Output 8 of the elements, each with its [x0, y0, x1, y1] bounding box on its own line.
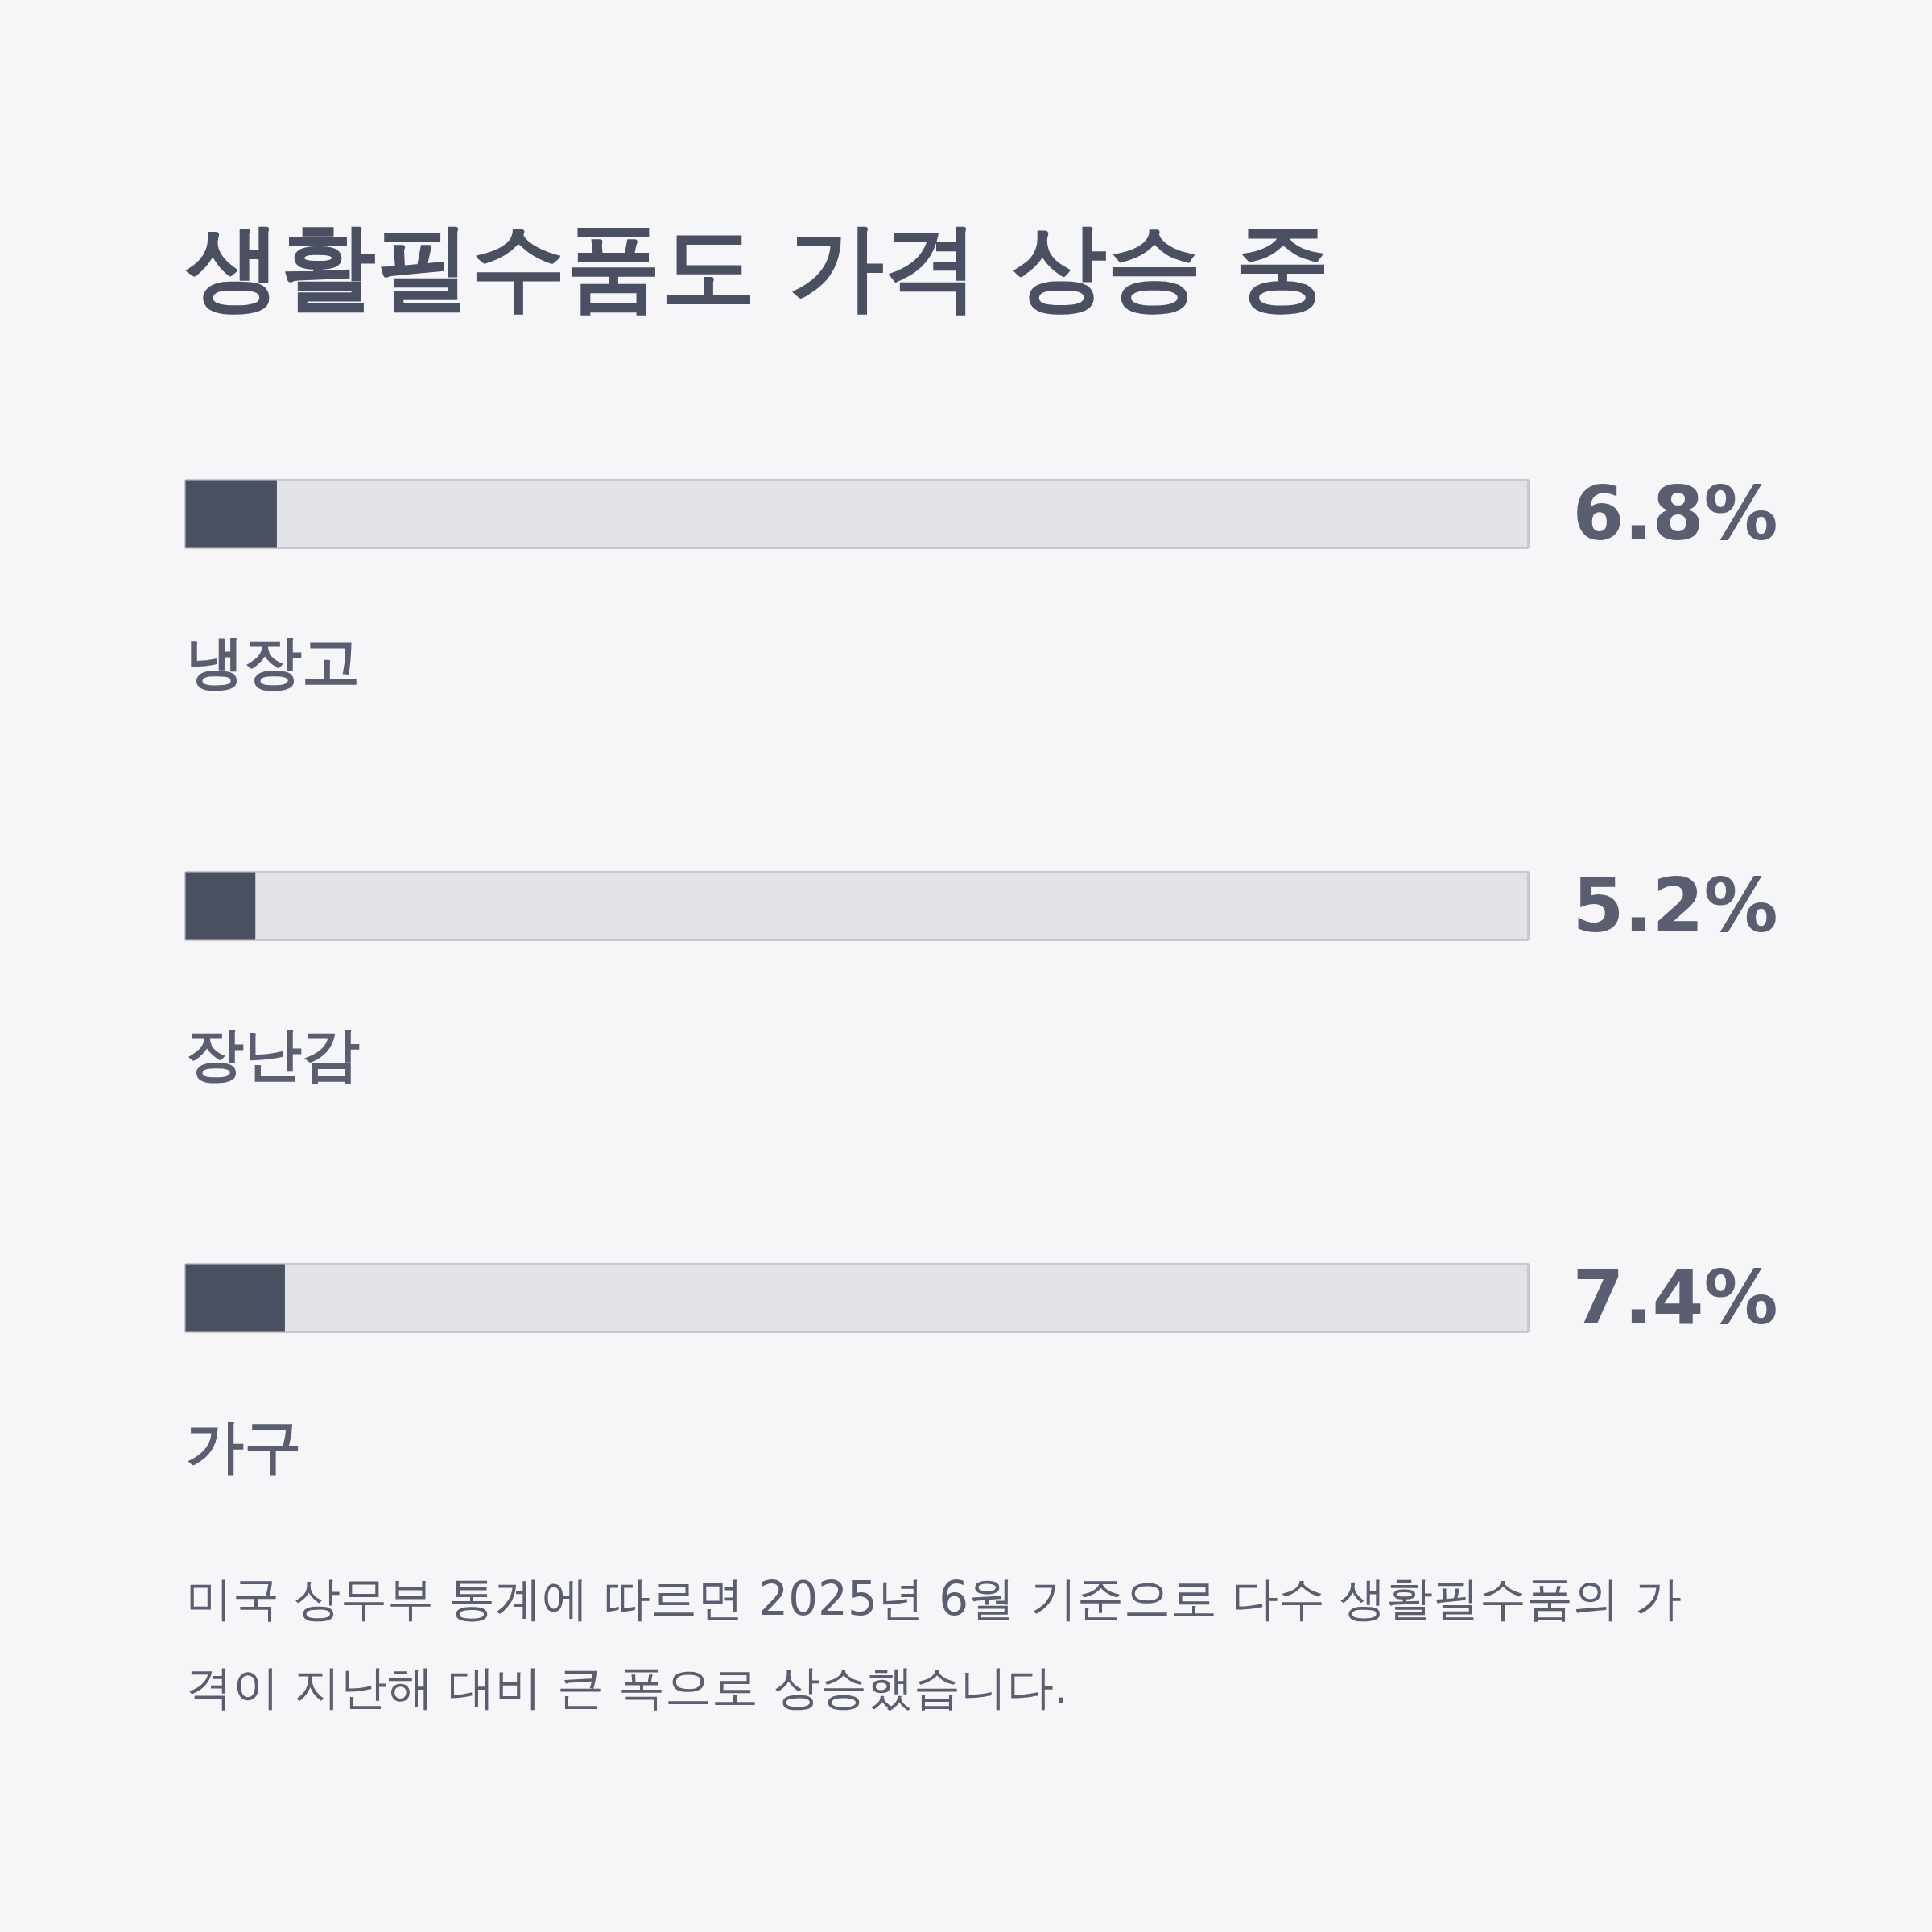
data-label: 7.4%	[1572, 1255, 1778, 1341]
y-tick-label: 가구	[185, 1411, 302, 1480]
y-tick-label: 장난감	[185, 1019, 360, 1088]
data-label: 6.8%	[1572, 471, 1778, 557]
data-label: 5.2%	[1572, 863, 1778, 949]
y-tick-label: 냉장고	[185, 627, 360, 696]
chart-title: 생활필수품도 가격 상승 중	[184, 210, 1330, 322]
annotation: 미국 상무부 통계에 따르면 2025년 6월 기준으로 다수 생활필수품의 가격이 지난해 대비 큰 폭으로 상승했습니다.	[185, 1571, 1682, 1715]
